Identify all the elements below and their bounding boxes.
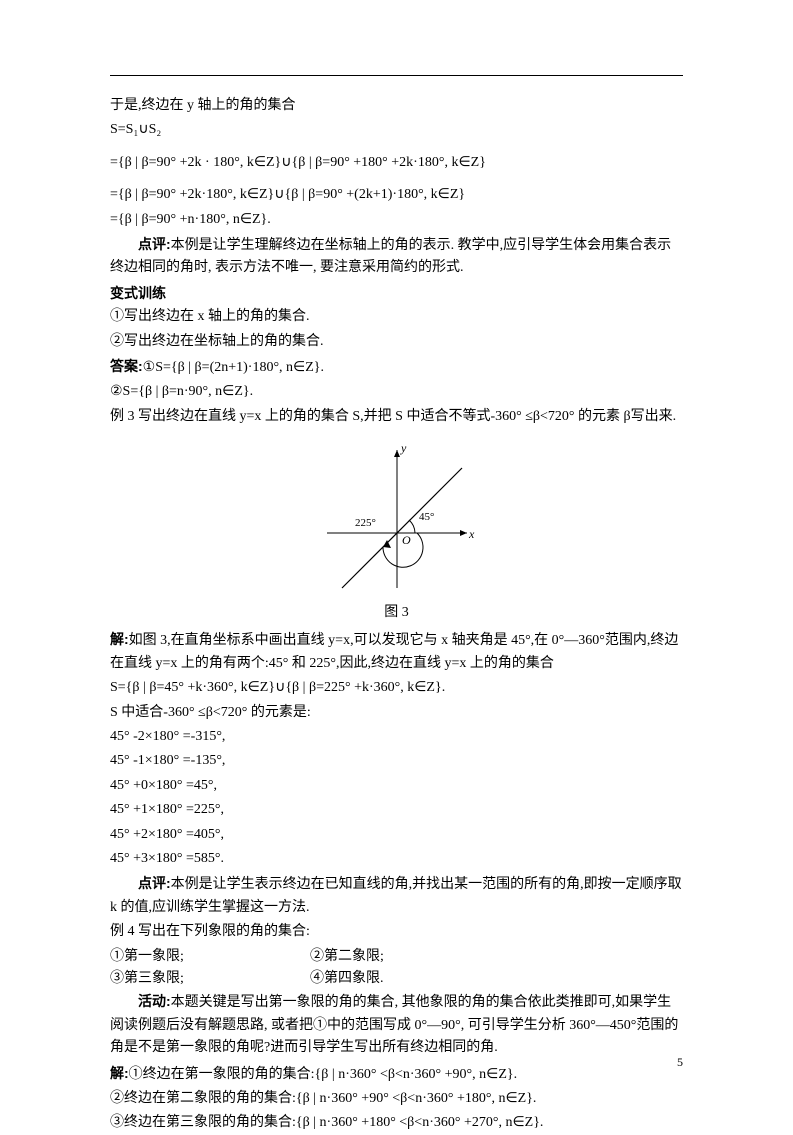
quadrant-row: ③第三象限; ④第四象限. — [110, 968, 683, 990]
origin-label: O — [402, 533, 411, 547]
document-body: 于是,终边在 y 轴上的角的集合 S=S₁∪S₂ ={β | β=90° +2k… — [110, 95, 683, 1135]
text-line: ②S={β | β=n·90°, n∈Z}. — [110, 381, 683, 403]
activity-text: 本题关键是写出第一象限的角的集合, 其他象限的角的集合依此类推即可,如果学生阅读… — [110, 995, 678, 1055]
text-line: ①写出终边在 x 轴上的角的集合. — [110, 306, 683, 328]
text-line: 45° +3×180° =585°. — [110, 848, 683, 870]
text-line: S={β | β=45° +k·360°, k∈Z}∪{β | β=225° +… — [110, 677, 683, 699]
text-line: ②写出终边在坐标轴上的角的集合. — [110, 331, 683, 353]
text-line: ②第二象限; — [310, 946, 384, 968]
text-line: S=S₁∪S₂ — [110, 119, 683, 141]
activity-label: 活动: — [138, 993, 171, 1009]
text-line: 于是,终边在 y 轴上的角的集合 — [110, 95, 683, 117]
text-line: ={β | β=90° +2k·180°, k∈Z}∪{β | β=90° +(… — [110, 184, 683, 206]
answer-label: 答案: — [110, 358, 143, 374]
y-axis-label: y — [400, 441, 407, 455]
solution-block: 解:如图 3,在直角坐标系中画出直线 y=x,可以发现它与 x 轴夹角是 45°… — [110, 628, 683, 675]
comment-label: 点评: — [138, 875, 171, 891]
solve-label: 解: — [110, 1065, 129, 1081]
text-line: 45° +0×180° =45°, — [110, 775, 683, 797]
text-line: ②终边在第二象限的角的集合:{β | n·360° +90° <β<n·360°… — [110, 1088, 683, 1110]
solve-text: 如图 3,在直角坐标系中画出直线 y=x,可以发现它与 x 轴夹角是 45°,在… — [110, 633, 678, 670]
figure-3-diagram: 45° 225° O x y — [307, 438, 487, 598]
comment-label: 点评: — [138, 236, 171, 252]
answer-line: 答案:①S={β | β=(2n+1)·180°, n∈Z}. — [110, 355, 683, 379]
top-rule — [110, 75, 683, 76]
text-line: 45° -1×180° =-135°, — [110, 750, 683, 772]
text-line: 45° -2×180° =-315°, — [110, 726, 683, 748]
text-line: ④第四象限. — [310, 968, 384, 990]
comment-text: 本例是让学生理解终边在坐标轴上的角的表示. 教学中,应引导学生体会用集合表示终边… — [110, 238, 671, 275]
solve-text: ①终边在第一象限的角的集合:{β | n·360° <β<n·360° +90°… — [129, 1067, 517, 1082]
figure-caption: 图 3 — [110, 602, 683, 624]
text-line: ①第一象限; — [110, 946, 310, 968]
text-line: 例 4 写出在下列象限的角的集合: — [110, 921, 683, 943]
angle-225-label: 225° — [355, 517, 376, 529]
text-line: 例 3 写出终边在直线 y=x 上的角的集合 S,并把 S 中适合不等式-360… — [110, 406, 683, 428]
solution-line: 解:①终边在第一象限的角的集合:{β | n·360° <β<n·360° +9… — [110, 1062, 683, 1086]
text-line: ={β | β=90° +2k · 180°, k∈Z}∪{β | β=90° … — [110, 152, 683, 174]
solve-label: 解: — [110, 631, 129, 647]
text-line: ③第三象限; — [110, 968, 310, 990]
angle-45-label: 45° — [419, 511, 434, 523]
text-line: ={β | β=90° +n·180°, n∈Z}. — [110, 209, 683, 231]
page-number: 5 — [677, 1053, 683, 1072]
comment-text: 本例是让学生表示终边在已知直线的角,并找出某一范围的所有的角,即按一定顺序取 k… — [110, 877, 682, 914]
comment-block: 点评:本例是让学生表示终边在已知直线的角,并找出某一范围的所有的角,即按一定顺序… — [110, 872, 683, 919]
variant-heading: 变式训练 — [110, 282, 683, 304]
text-line: ③终边在第三象限的角的集合:{β | n·360° +180° <β<n·360… — [110, 1112, 683, 1134]
x-axis-label: x — [468, 527, 475, 541]
quadrant-row: ①第一象限; ②第二象限; — [110, 946, 683, 968]
comment-block: 点评:本例是让学生理解终边在坐标轴上的角的表示. 教学中,应引导学生体会用集合表… — [110, 233, 683, 280]
answer-text: ①S={β | β=(2n+1)·180°, n∈Z}. — [143, 360, 324, 375]
text-line: 45° +2×180° =405°, — [110, 824, 683, 846]
text-line: S 中适合-360° ≤β<720° 的元素是: — [110, 702, 683, 724]
activity-block: 活动:本题关键是写出第一象限的角的集合, 其他象限的角的集合依此类推即可,如果学… — [110, 990, 683, 1059]
text-line: 45° +1×180° =225°, — [110, 799, 683, 821]
